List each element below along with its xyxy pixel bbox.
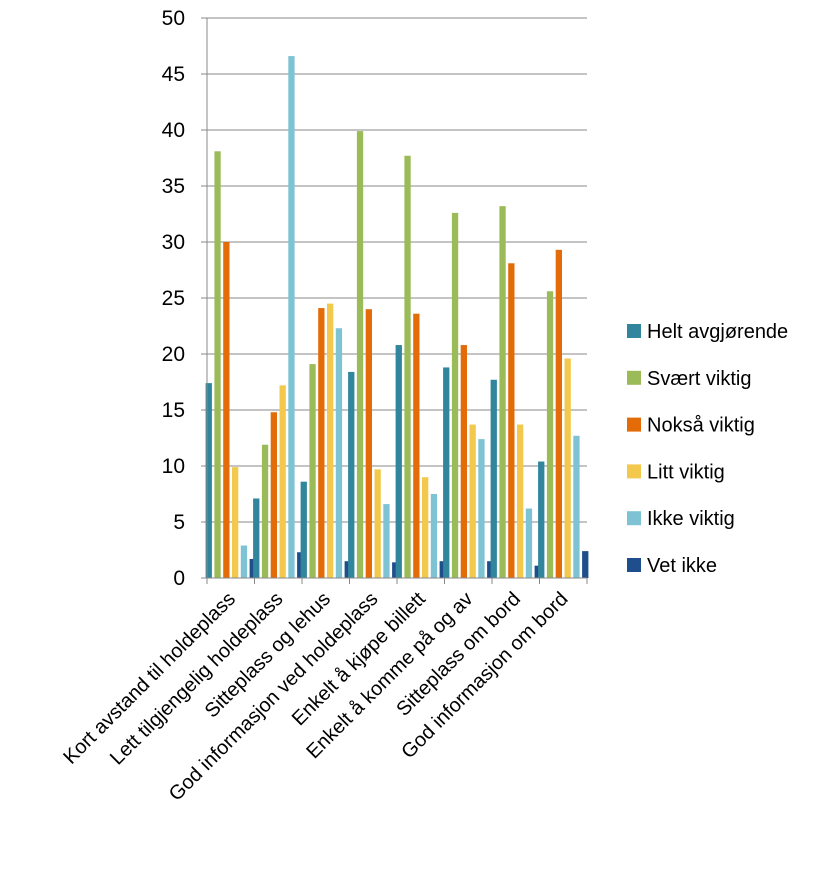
bar [443,367,450,578]
legend: Helt avgjørende Svært viktig Nokså viktig L… [627,321,788,577]
legend-swatch [627,324,641,338]
bar [365,309,372,578]
bar [404,155,411,578]
y-tick-label: 20 [162,343,185,366]
bar [288,56,295,578]
bar [564,358,571,578]
bar [318,308,325,578]
bar [223,242,230,578]
y-tick-label: 10 [162,455,185,478]
bar [555,249,562,578]
bar [279,385,286,578]
bar [392,562,399,578]
bar [214,151,221,578]
legend-label: Svært viktig [647,368,751,390]
legend-swatch [627,558,641,572]
legend-swatch [627,417,641,432]
legend-label: Litt viktig [647,461,725,483]
legend-swatch [627,370,641,385]
y-tick-label: 15 [162,399,185,422]
bar [517,424,524,578]
bar [430,494,438,578]
bar [534,565,541,578]
legend-item: Litt viktig [627,461,725,483]
bar [422,477,429,578]
legend-item: Svært viktig [627,368,751,390]
legend-item: Nokså viktig [627,415,755,437]
bar [327,303,334,578]
bar [451,212,459,578]
legend-item: Helt avgjørende [627,321,788,343]
bar [546,291,554,578]
y-tick-label: 50 [162,7,185,30]
bar [439,561,446,578]
bars [205,56,589,578]
bar [478,439,485,578]
y-axis-ticks: 0 5 10 15 20 25 30 35 40 45 50 [162,7,207,590]
y-tick-label: 35 [162,175,185,198]
bar [240,545,248,578]
bar [344,561,351,578]
bar [573,435,580,578]
y-tick-label: 45 [162,63,185,86]
y-tick-label: 0 [173,567,185,590]
bar [460,345,467,578]
legend-label: Helt avgjørende [647,321,788,343]
bar [270,412,277,578]
bar [383,504,390,578]
bar [205,383,212,578]
y-tick-label: 25 [162,287,185,310]
bar [232,467,239,578]
bar [297,552,304,578]
bar [261,444,269,578]
bar [508,263,515,578]
bar [487,561,494,578]
y-tick-label: 30 [162,231,185,254]
bar [469,424,476,578]
bar [249,558,256,578]
bar [395,345,402,578]
legend-item: Ikke viktig [627,508,735,530]
bar [538,461,545,578]
bar [499,206,506,578]
legend-swatch [627,464,641,479]
bar [300,481,307,578]
legend-swatch [627,511,641,526]
bar [253,498,260,578]
legend-item: Vet ikke [627,555,717,577]
bar [348,371,355,578]
gridlines [207,17,587,523]
legend-label: Vet ikke [647,555,717,577]
bar [490,379,497,578]
bar [335,328,343,578]
y-tick-label: 40 [162,119,185,142]
y-tick-label: 5 [173,511,185,534]
bar [356,131,364,578]
bar [309,364,316,578]
bar [582,551,589,578]
legend-label: Ikke viktig [647,508,735,530]
bar [374,469,381,578]
bar [525,508,533,578]
legend-label: Nokså viktig [647,415,755,437]
bar [413,313,420,578]
